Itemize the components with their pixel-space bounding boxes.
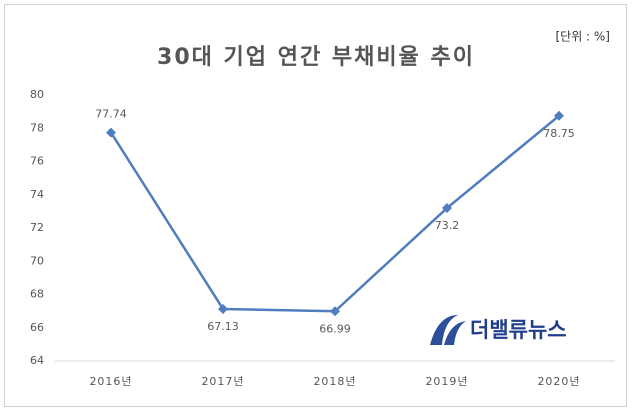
x-tick-label: 2016년 (89, 375, 132, 388)
watermark-logo: 더밸류뉴스 (430, 315, 567, 345)
y-tick-label: 76 (30, 155, 44, 168)
unit-label: [단위 : %] (555, 30, 610, 44)
data-label: 66.99 (319, 322, 351, 335)
data-label: 73.2 (435, 219, 460, 232)
chart-title: 30대 기업 연간 부채비율 추이 (157, 45, 475, 70)
chart-frame (4, 4, 627, 407)
data-label: 67.13 (207, 320, 239, 333)
y-tick-label: 70 (30, 254, 44, 267)
x-tick-label: 2020년 (537, 375, 580, 388)
y-tick-label: 68 (30, 288, 44, 301)
y-tick-label: 80 (30, 88, 44, 101)
data-label: 77.74 (95, 108, 127, 121)
data-label: 78.75 (543, 127, 575, 140)
y-tick-label: 72 (30, 221, 44, 234)
y-tick-label: 66 (30, 321, 44, 334)
y-tick-label: 74 (30, 188, 44, 201)
y-tick-label: 64 (30, 354, 44, 367)
x-tick-label: 2018년 (313, 375, 356, 388)
x-tick-label: 2019년 (425, 375, 468, 388)
x-tick-label: 2017년 (201, 375, 244, 388)
point-marker (218, 303, 228, 314)
point-marker (554, 110, 564, 121)
y-tick-label: 78 (30, 121, 44, 134)
point-marker (330, 306, 340, 317)
watermark: 더밸류뉴스 (470, 318, 567, 342)
point-marker (442, 203, 452, 214)
point-marker (106, 127, 116, 138)
